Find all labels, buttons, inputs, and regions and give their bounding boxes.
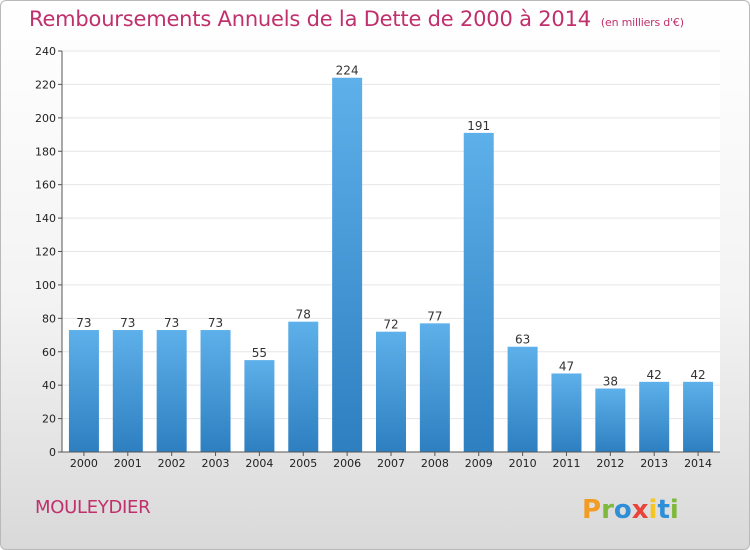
- bar-2004: [244, 360, 275, 452]
- value-label: 72: [383, 318, 398, 332]
- value-label: 77: [427, 309, 442, 323]
- x-tick-label: 2002: [158, 457, 186, 470]
- value-label: 224: [336, 64, 359, 78]
- value-label: 47: [559, 359, 574, 373]
- x-tick-label: 2009: [465, 457, 493, 470]
- y-tick-label: 140: [35, 212, 56, 225]
- x-tick-label: 2007: [377, 457, 405, 470]
- chart-unit-note: (en milliers d'€): [600, 16, 684, 29]
- bar-2002: [156, 330, 187, 452]
- chart-title: Remboursements Annuels de la Dette de 20…: [29, 7, 684, 31]
- value-label: 42: [647, 368, 662, 382]
- x-tick-label: 2006: [333, 457, 361, 470]
- value-label: 73: [76, 316, 91, 330]
- y-tick-label: 60: [42, 346, 56, 359]
- y-tick-label: 100: [35, 279, 56, 292]
- x-tick-label: 2014: [684, 457, 712, 470]
- value-label: 73: [164, 316, 179, 330]
- x-tick-label: 2011: [552, 457, 580, 470]
- value-label: 73: [120, 316, 135, 330]
- svg-text:Proxiti: Proxiti: [582, 495, 679, 525]
- y-tick-label: 0: [49, 446, 56, 459]
- bar-2010: [507, 346, 538, 452]
- x-tick-label: 2004: [245, 457, 273, 470]
- bar-2001: [112, 330, 143, 452]
- bar-2012: [595, 388, 626, 452]
- value-label: 73: [208, 316, 223, 330]
- x-tick-label: 2001: [114, 457, 142, 470]
- y-tick-label: 40: [42, 379, 56, 392]
- proxiti-logo: Proxiti: [582, 495, 679, 525]
- bar-2011: [551, 373, 582, 452]
- y-tick-label: 120: [35, 246, 56, 259]
- value-label: 78: [296, 308, 311, 322]
- x-tick-label: 2005: [289, 457, 317, 470]
- bar-2006: [332, 77, 363, 452]
- bar-2009: [463, 132, 494, 452]
- y-tick-label: 180: [35, 145, 56, 158]
- x-tick-label: 2008: [421, 457, 449, 470]
- x-tick-label: 2012: [596, 457, 624, 470]
- bar-2008: [419, 323, 450, 452]
- commune-name: MOULEYDIER: [35, 497, 151, 518]
- chart-title-text: Remboursements Annuels de la Dette de 20…: [29, 7, 591, 31]
- x-tick-label: 2013: [640, 457, 668, 470]
- x-tick-label: 2003: [202, 457, 230, 470]
- x-tick-label: 2010: [509, 457, 537, 470]
- y-tick-label: 200: [35, 112, 56, 125]
- value-label: 63: [515, 333, 530, 347]
- bar-2000: [68, 330, 99, 452]
- y-tick-label: 160: [35, 179, 56, 192]
- value-label: 42: [690, 368, 705, 382]
- bar-2003: [200, 330, 231, 452]
- y-tick-label: 240: [35, 45, 56, 58]
- bar-2013: [639, 381, 670, 452]
- bar-2014: [683, 381, 714, 452]
- y-tick-label: 20: [42, 413, 56, 426]
- value-label: 191: [467, 119, 490, 133]
- value-label: 55: [252, 346, 267, 360]
- y-tick-label: 220: [35, 78, 56, 91]
- value-label: 38: [603, 375, 618, 389]
- bar-2007: [376, 331, 406, 452]
- x-tick-label: 2000: [70, 457, 98, 470]
- y-tick-label: 80: [42, 312, 56, 325]
- bar-2005: [288, 321, 319, 452]
